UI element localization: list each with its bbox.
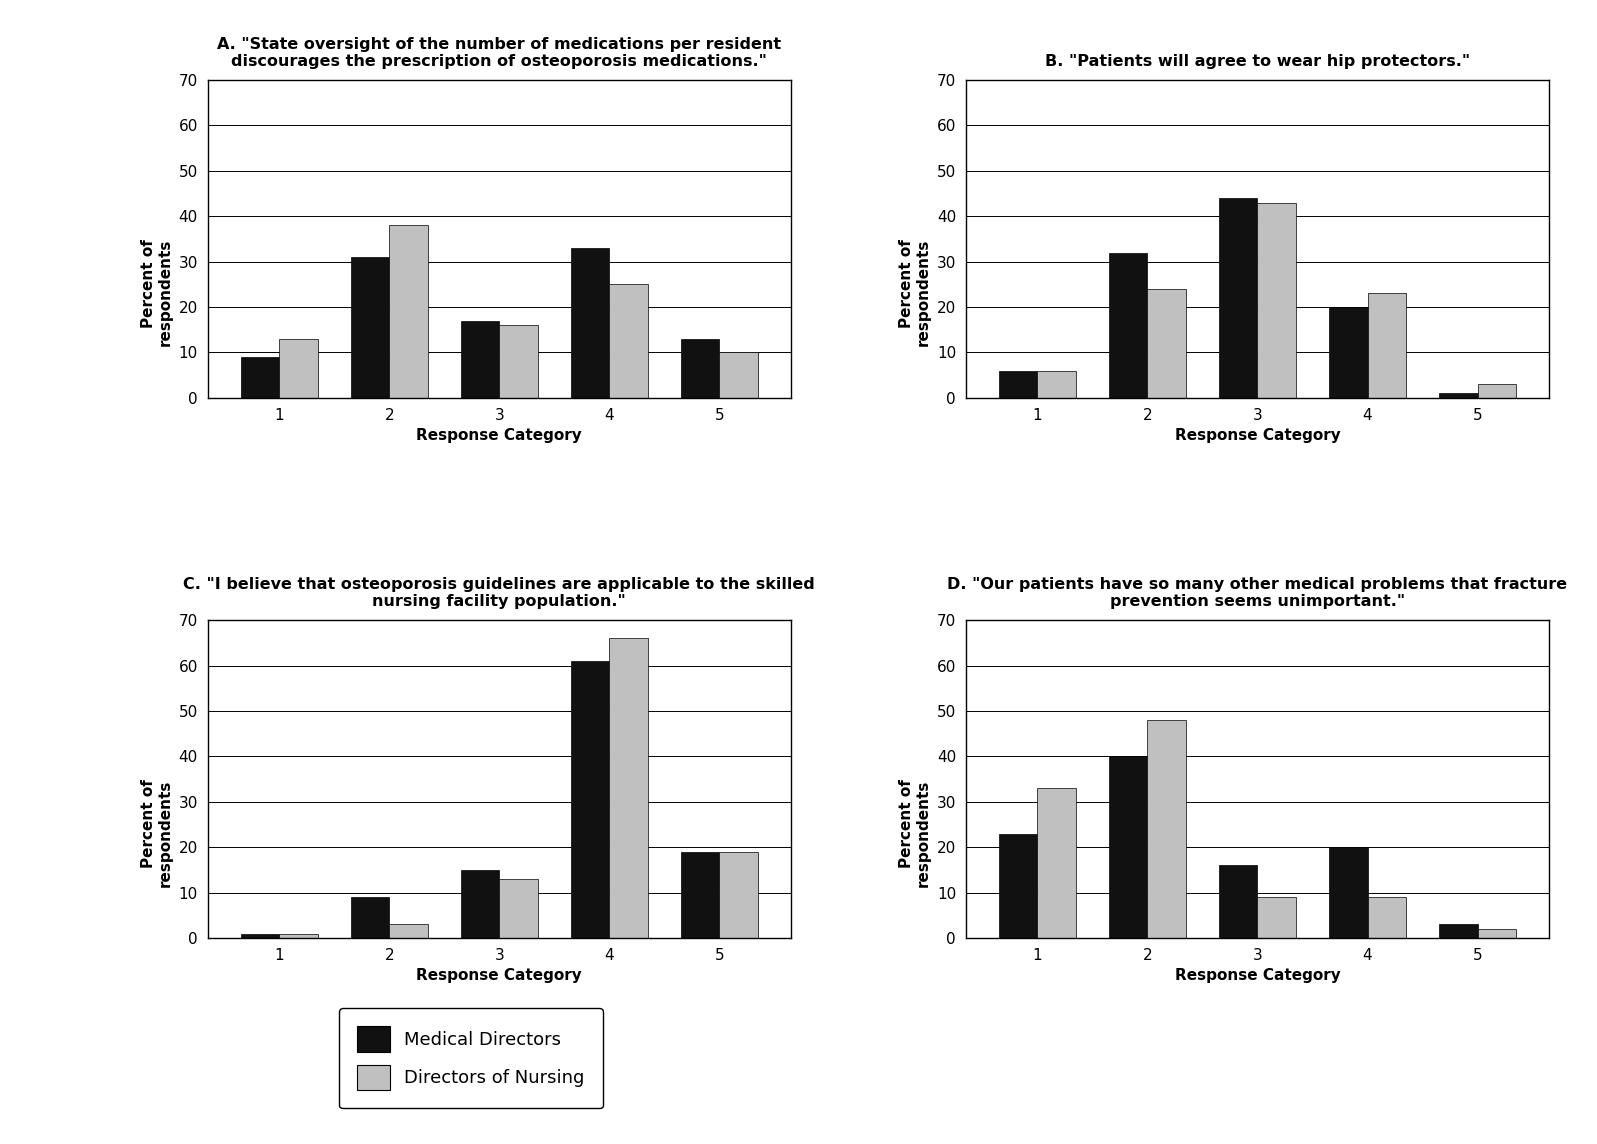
Y-axis label: Percent of
respondents: Percent of respondents <box>141 779 172 887</box>
X-axis label: Response Category: Response Category <box>417 428 583 443</box>
Bar <box>998 371 1038 398</box>
Bar <box>1329 307 1367 398</box>
Bar <box>1219 198 1257 398</box>
Legend: Medical Directors, Directors of Nursing: Medical Directors, Directors of Nursing <box>340 1008 602 1109</box>
Bar <box>279 339 318 398</box>
Bar <box>1038 371 1076 398</box>
Bar <box>570 248 610 398</box>
Bar <box>719 352 759 398</box>
Bar <box>500 879 538 938</box>
Bar <box>570 661 610 938</box>
Y-axis label: Percent of
respondents: Percent of respondents <box>899 239 931 347</box>
Bar <box>1367 294 1405 398</box>
Bar <box>351 897 390 938</box>
Bar <box>1477 929 1516 938</box>
Title: B. "Patients will agree to wear hip protectors.": B. "Patients will agree to wear hip prot… <box>1044 54 1469 69</box>
Bar <box>1147 721 1187 938</box>
Bar <box>279 934 318 938</box>
Bar <box>1439 394 1477 398</box>
Bar <box>1257 202 1297 398</box>
Bar <box>351 257 390 398</box>
Bar <box>610 638 648 938</box>
Title: D. "Our patients have so many other medical problems that fracture
prevention se: D. "Our patients have so many other medi… <box>947 577 1568 610</box>
Bar <box>1108 756 1147 938</box>
Bar <box>1367 897 1405 938</box>
Bar <box>460 869 500 938</box>
Bar <box>390 924 428 938</box>
Bar <box>1108 253 1147 398</box>
Bar <box>460 320 500 398</box>
Bar <box>390 225 428 398</box>
Title: C. "I believe that osteoporosis guidelines are applicable to the skilled
nursing: C. "I believe that osteoporosis guidelin… <box>184 577 814 610</box>
Y-axis label: Percent of
respondents: Percent of respondents <box>141 239 172 347</box>
X-axis label: Response Category: Response Category <box>1174 968 1340 984</box>
Bar <box>241 357 279 398</box>
Y-axis label: Percent of
respondents: Percent of respondents <box>899 779 931 887</box>
Bar <box>998 834 1038 938</box>
Bar <box>241 934 279 938</box>
Bar <box>1477 384 1516 398</box>
X-axis label: Response Category: Response Category <box>417 968 583 984</box>
Bar <box>1147 289 1187 398</box>
Bar <box>719 852 759 938</box>
Bar <box>610 285 648 398</box>
Bar <box>680 852 719 938</box>
Bar <box>1257 897 1297 938</box>
Bar <box>1219 866 1257 938</box>
Bar <box>1038 788 1076 938</box>
X-axis label: Response Category: Response Category <box>1174 428 1340 443</box>
Bar <box>1329 848 1367 938</box>
Bar <box>1439 924 1477 938</box>
Bar <box>680 339 719 398</box>
Title: A. "State oversight of the number of medications per resident
discourages the pr: A. "State oversight of the number of med… <box>217 37 781 69</box>
Bar <box>500 325 538 398</box>
